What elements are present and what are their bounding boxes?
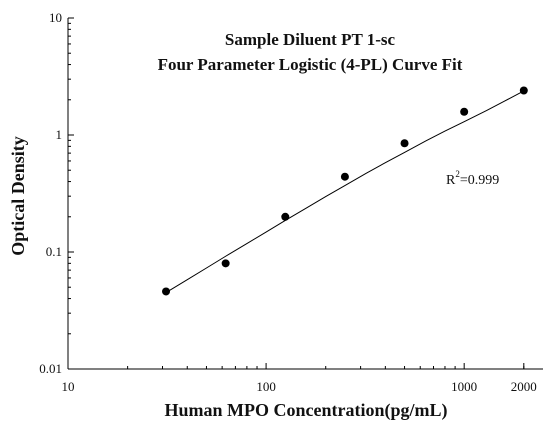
data-point	[221, 259, 230, 268]
y-tick-label: 0.1	[46, 244, 62, 259]
data-point	[400, 139, 409, 148]
y-tick-label: 1	[56, 127, 63, 142]
data-point	[162, 287, 171, 296]
x-tick-label: 2000	[511, 379, 537, 394]
x-tick-label: 10	[62, 379, 75, 394]
data-point	[281, 212, 290, 221]
data-point	[460, 107, 469, 116]
y-tick-label: 10	[49, 10, 62, 25]
data-point	[519, 86, 528, 95]
chart-title: Sample Diluent PT 1-sc	[225, 30, 396, 49]
r-squared-value: =0.999	[460, 173, 499, 188]
x-axis-label: Human MPO Concentration(pg/mL)	[165, 400, 448, 421]
data-point	[340, 172, 349, 181]
x-tick-label: 1000	[451, 379, 477, 394]
fit-curve	[165, 90, 525, 293]
x-tick-label: 100	[256, 379, 276, 394]
y-axis-label: Optical Density	[8, 136, 28, 256]
data-points-layer	[162, 86, 528, 296]
r-squared-superscript: 2	[455, 169, 460, 179]
r-squared-annotation: R2=0.999	[446, 169, 499, 188]
fit-curve-layer	[165, 90, 525, 293]
r-squared-base: R	[446, 173, 456, 188]
chart-subtitle: Four Parameter Logistic (4-PL) Curve Fit	[158, 55, 463, 74]
y-tick-label: 0.01	[39, 361, 62, 376]
ticks: 10 100 1000 2000 0.01 0.1 1 10	[39, 10, 537, 394]
